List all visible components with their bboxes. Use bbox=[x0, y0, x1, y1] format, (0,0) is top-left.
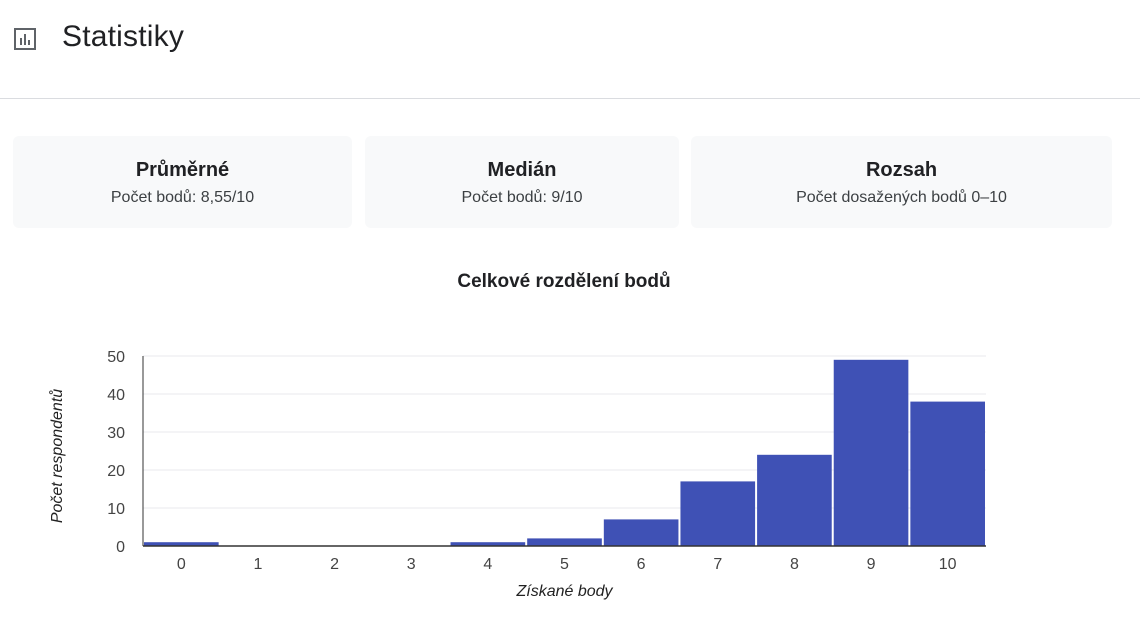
x-tick-label: 9 bbox=[867, 556, 876, 573]
y-tick-label: 10 bbox=[107, 501, 125, 518]
x-tick-label: 4 bbox=[483, 556, 492, 573]
bar-7 bbox=[680, 481, 756, 546]
average-value: Počet bodů: 8,55/10 bbox=[110, 189, 255, 206]
x-tick-label: 0 bbox=[177, 556, 186, 573]
average-card: Průměrné Počet bodů: 8,55/10 bbox=[13, 136, 352, 228]
bar-10 bbox=[910, 401, 985, 546]
x-axis-title: Získané body bbox=[515, 583, 613, 600]
x-tick-label: 8 bbox=[790, 556, 799, 573]
chart-title: Celkové rozdělení bodů bbox=[457, 271, 671, 292]
median-title: Medián bbox=[487, 159, 557, 181]
bar-5 bbox=[527, 538, 602, 546]
x-tick-label: 3 bbox=[407, 556, 416, 573]
y-tick-label: 40 bbox=[107, 387, 125, 404]
page-title: Statistiky bbox=[62, 20, 185, 53]
median-value: Počet bodů: 9/10 bbox=[461, 189, 583, 206]
y-tick-label: 0 bbox=[116, 539, 125, 556]
y-axis-title: Počet respondentů bbox=[48, 389, 66, 523]
bar-chart-icon bbox=[13, 27, 37, 51]
average-title: Průměrné bbox=[135, 159, 230, 181]
median-card: Medián Počet bodů: 9/10 bbox=[365, 136, 679, 228]
y-tick-label: 50 bbox=[107, 349, 125, 366]
bar-6 bbox=[603, 519, 679, 546]
range-value: Počet dosažených bodů 0–10 bbox=[796, 189, 1007, 206]
header: Statistiky bbox=[0, 0, 1140, 99]
x-tick-label: 10 bbox=[939, 556, 957, 573]
x-tick-label: 1 bbox=[254, 556, 263, 573]
bar-0 bbox=[144, 542, 219, 546]
bar-9 bbox=[833, 359, 909, 546]
x-tick-label: 6 bbox=[637, 556, 646, 573]
range-title: Rozsah bbox=[865, 159, 938, 181]
x-tick-label: 7 bbox=[713, 556, 722, 573]
x-tick-label: 2 bbox=[330, 556, 339, 573]
y-tick-label: 30 bbox=[107, 425, 125, 442]
bar-4 bbox=[450, 542, 526, 546]
y-tick-label: 20 bbox=[107, 463, 125, 480]
bar-8 bbox=[757, 454, 832, 546]
range-card: Rozsah Počet dosažených bodů 0–10 bbox=[691, 136, 1112, 228]
x-tick-label: 5 bbox=[560, 556, 569, 573]
